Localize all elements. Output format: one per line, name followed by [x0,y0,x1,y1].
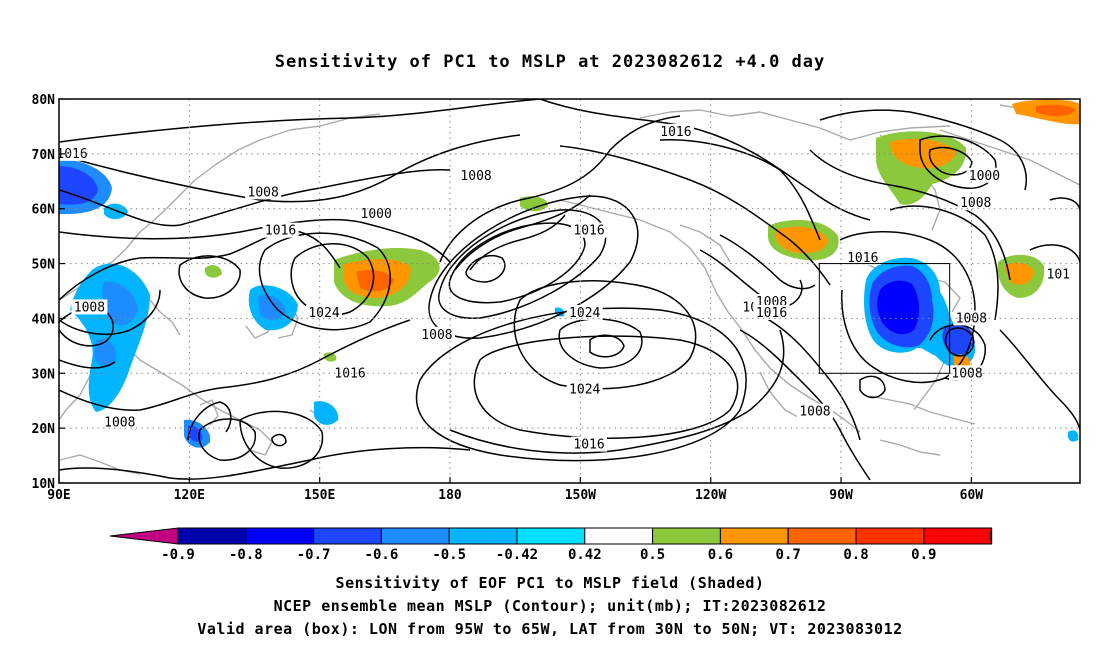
contour-label: 1016 [847,251,878,266]
colorbar-segment [855,527,925,545]
contour-label: 1024 [569,306,600,321]
colorbar-level-label: 0.7 [776,547,801,563]
y-tick-label: 60N [32,203,56,218]
contour-label-bg [566,304,603,320]
contour-label: 1008 [421,328,452,343]
x-tick-label: 60W [960,488,984,503]
contour-label: 1016 [573,224,604,239]
contour-label-bg [245,184,282,200]
y-tick-label: 50N [32,258,56,273]
map-plot-area: 1016 1016 1008 1008 1000 1008 1016 1000 1016 1016… [56,99,1080,483]
x-tick-label: 90W [829,488,853,503]
colorbar-level-label: -0.8 [229,547,263,563]
contour-label: 1016 [573,438,604,453]
x-tick-label: 150E [304,488,335,503]
contour-label-bg [458,167,495,183]
contour-label: 1016 [756,306,787,321]
contour-label: 101 [1047,268,1070,283]
mslp-contours [59,99,1080,481]
contour-label-bg [953,310,990,326]
contour-label: 1016 [56,147,87,162]
y-tick-label: 20N [32,422,56,437]
contour-label: 1008 [956,311,987,326]
contour-label: 1008 [460,169,491,184]
contour-label-bg [966,167,1003,183]
contour-label-bg [358,206,395,222]
colorbar-level-label: 0.5 [640,547,665,563]
colorbar-segment [313,527,382,545]
contour-label-bg [59,145,91,161]
x-tick-label: 90E [47,488,70,503]
x-tick-label: 120W [695,488,726,503]
map-frame [58,98,1081,484]
chart-title: Sensitivity of PC1 to MSLP at 2023082612… [275,52,826,72]
contour-label-bg [71,299,108,315]
contour-label-bg [753,304,790,320]
contour-label: 1016 [660,125,691,140]
contour-label-bg [306,304,343,320]
x-axis: 90E 120E 150E 180 150W 120W 90W 60W [47,477,983,503]
y-tick-label: 10N [32,477,56,492]
y-tick-label: 80N [32,93,56,108]
y-tick-label: 70N [32,148,56,163]
colorbar-level-label: 0.9 [911,547,936,563]
contour-label-bg [796,403,833,419]
contour-label-bg [844,250,881,266]
colorbar-segment [584,527,654,545]
contour-label: 1008 [74,300,105,315]
colorbar: -0.9 -0.8 -0.7 -0.6 -0.5 -0.42 0.42 0.5 0.6 0.7 0.… [109,527,993,563]
contour-label: 1008 [104,416,135,431]
x-tick-label: 120E [174,488,205,503]
colorbar-level-label: 0.42 [568,547,602,563]
contour-label-bg [418,326,455,342]
contour-label: 1024 [308,306,339,321]
colorbar-level-label: 0.8 [843,547,868,563]
colorbar-segment [516,527,586,545]
colorbar-segment [787,527,857,545]
contour-label: 1016 [334,366,365,381]
contour-label: 1000 [361,207,392,222]
colorbar-segment [923,527,993,545]
gridlines [59,99,1080,483]
colorbar-level-label: -0.9 [161,547,195,563]
contour-label-bg [1044,266,1073,282]
caption-line-2: NCEP ensemble mean MSLP (Contour); unit(… [274,597,827,615]
x-tick-label: 180 [438,488,462,503]
colorbar-arrow-right [989,527,993,545]
colorbar-level-label: -0.5 [432,547,466,563]
valid-area-box [818,263,951,374]
contour-label-bg [262,222,299,238]
y-tick-label: 40N [32,312,56,327]
colorbar-segment [245,527,315,545]
contour-label: 1016 [265,224,296,239]
x-tick-label: 150W [565,488,596,503]
contour-label-bg [957,195,994,211]
y-axis: 80N 70N 60N 50N 40N 30N 20N 10N [32,93,65,492]
colorbar-segment [448,527,518,545]
y-tick-label: 30N [32,367,56,382]
contour-label: 1008 [960,196,991,211]
contour-label-bg [101,414,138,430]
contour-label-bg [566,381,603,397]
colorbar-arrow-left [109,527,179,545]
contour-label-bg [657,123,694,139]
colorbar-segment [177,527,247,545]
caption-line-3: Valid area (box): LON from 95W to 65W, L… [197,620,902,638]
contour-label: 1008 [248,185,279,200]
contour-label: 1008 [799,405,830,420]
colorbar-level-label: -0.7 [297,547,331,563]
colorbar-segment [652,527,721,545]
contour-label: 1024 [569,383,600,398]
colorbar-segment [719,527,789,545]
caption-line-1: Sensitivity of EOF PC1 to MSLP field (Sh… [336,574,765,592]
colorbar-level-label: -0.6 [365,547,399,563]
colorbar-level-label: 0.6 [708,547,733,563]
contour-labels: 1016 1016 1008 1008 1000 1008 1016 1000 1016 1016… [56,123,1073,453]
colorbar-level-label: -0.42 [496,547,538,563]
contour-label: 1000 [969,169,1000,184]
contour-label-bg [332,365,369,381]
colorbar-segment [380,527,450,545]
